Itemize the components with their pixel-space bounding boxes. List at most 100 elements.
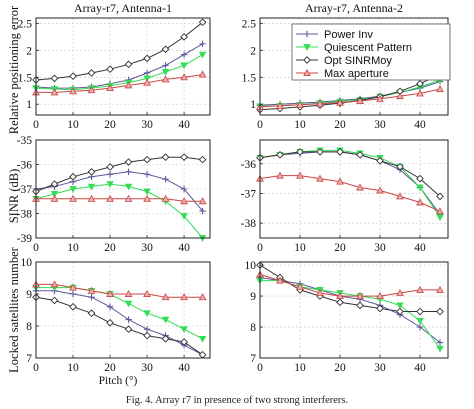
tick-label-x: 0 [257,362,263,374]
data-point-max-aperture [396,192,404,200]
tick-label-x: 40 [414,362,426,374]
tick-label-y: 9 [250,291,256,303]
data-point-max-aperture [396,288,404,296]
figure-caption: Fig. 4. Array r7 in presence of two stro… [126,395,348,406]
legend-marker [303,44,311,51]
tick-label-x: 40 [178,362,190,374]
data-point-opt-sinrmoy [161,334,170,343]
tick-label-x: 40 [178,242,190,254]
data-point-max-aperture [124,289,133,297]
data-point-max-aperture [316,174,324,182]
data-point-max-aperture [296,171,304,179]
data-point-opt-sinrmoy [276,151,284,159]
xlabel-pitch: Pitch (°) [99,375,138,387]
data-point-opt-sinrmoy [296,148,304,156]
data-point-max-aperture [276,171,284,179]
data-point-max-aperture [276,101,284,109]
data-point-power-inv [162,62,169,69]
data-point-max-aperture [161,194,170,202]
series-line-opt-sinrmoy [35,21,203,81]
tick-label-x: 10 [294,362,306,374]
data-point-max-aperture [316,99,324,107]
legend-marker [303,68,311,76]
series-line-power-inv [259,277,441,343]
data-point-quiescent-pattern [124,300,133,308]
series-line-opt-sinrmoy [259,151,441,197]
tick-label-x: 10 [67,242,79,254]
data-point-max-aperture [416,198,424,206]
data-point-max-aperture [180,293,188,301]
tick-label-x: 0 [257,119,263,131]
series-line-max-aperture [259,273,440,297]
data-point-max-aperture [436,285,444,293]
data-point-max-aperture [436,207,444,215]
data-point-quiescent-pattern [198,51,207,59]
data-point-quiescent-pattern [180,326,188,334]
ylabel-locked-satellites: Locked satellites number [7,246,21,372]
data-point-opt-sinrmoy [198,155,207,164]
tick-label-x: 0 [33,119,39,131]
legend-marker [303,30,311,38]
series-line-max-aperture [259,88,441,108]
data-point-opt-sinrmoy [436,192,444,201]
data-point-max-aperture [87,86,96,94]
data-point-quiescent-pattern [124,183,133,191]
data-point-max-aperture [69,87,77,95]
tick-label-x: 20 [104,242,116,254]
data-point-power-inv [125,316,132,323]
data-point-power-inv [143,171,151,178]
data-point-quiescent-pattern [180,62,188,70]
legend-label: Max aperture [324,68,389,80]
tick-label-y: 2.5 [18,18,33,30]
data-point-quiescent-pattern [143,310,151,318]
data-point-power-inv [416,323,424,331]
series-line-opt-sinrmoy [35,296,203,356]
legend-entry: Max aperture [296,68,389,80]
data-point-power-inv [436,339,444,346]
data-point-opt-sinrmoy [143,54,151,63]
legend-box [291,23,451,81]
data-point-max-aperture [124,81,133,89]
ylabel-sinr: SINR (dB) [7,169,21,224]
data-point-opt-sinrmoy [336,298,344,307]
tick-label-y: 2 [26,45,32,57]
tick-label-x: 10 [294,119,306,131]
tick-label-y: 2 [250,45,256,57]
tick-label-x: 20 [334,242,346,254]
data-point-max-aperture [106,289,114,297]
data-point-opt-sinrmoy [69,172,77,181]
tick-label-y: 8 [26,321,32,333]
tick-label-y: 1 [250,99,256,111]
tick-label-x: 40 [414,242,426,254]
chart-panel-5: 0 10 20 30 40 7 8 9 10 [21,257,211,374]
data-point-opt-sinrmoy [106,163,114,171]
data-point-opt-sinrmoy [336,148,344,156]
legend-entry: Quiescent Pattern [296,42,412,54]
legend-marker [303,56,311,64]
data-point-quiescent-pattern [161,69,170,76]
tick-label-x: 10 [67,119,79,131]
data-point-max-aperture [276,276,284,284]
data-point-opt-sinrmoy [356,151,364,159]
data-point-max-aperture [336,98,344,106]
data-point-opt-sinrmoy [356,301,364,310]
data-point-max-aperture [296,100,304,108]
data-point-opt-sinrmoy [124,60,133,69]
data-point-max-aperture [180,73,188,81]
data-point-opt-sinrmoy [376,304,384,313]
data-point-opt-sinrmoy [396,162,404,171]
data-point-max-aperture [296,282,304,290]
data-point-max-aperture [198,70,207,78]
chart-panel-3: 0 10 20 30 40 -35 -36 -37 -38 -39 [17,135,211,254]
plot-frame [35,17,211,116]
data-point-power-inv [199,207,206,215]
data-point-opt-sinrmoy [198,350,207,359]
series-line-max-aperture [36,74,203,93]
data-point-opt-sinrmoy [180,338,188,346]
tick-label-x: 30 [374,362,386,374]
data-point-opt-sinrmoy [69,72,77,81]
tick-label-x: 0 [33,362,39,374]
legend-label: Power Inv [324,29,373,41]
